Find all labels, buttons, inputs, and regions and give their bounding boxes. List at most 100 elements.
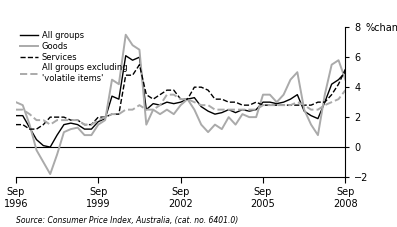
All groups	[48, 146, 52, 148]
Goods	[55, 153, 60, 156]
All groups	[199, 105, 204, 108]
Services	[137, 63, 142, 66]
Services	[295, 104, 300, 106]
All groups excluding
'volatile items'	[82, 123, 87, 126]
Goods	[13, 101, 18, 104]
Goods	[316, 134, 320, 136]
All groups	[185, 98, 190, 101]
Services	[116, 113, 121, 116]
Goods	[151, 108, 156, 111]
All groups	[75, 123, 80, 126]
Services	[185, 98, 190, 101]
All groups excluding
'volatile items'	[268, 104, 272, 106]
Services	[329, 93, 334, 96]
All groups excluding
'volatile items'	[302, 104, 306, 106]
All groups	[240, 108, 245, 111]
Services	[206, 89, 210, 91]
All groups excluding
'volatile items'	[130, 108, 135, 111]
All groups excluding
'volatile items'	[75, 119, 80, 121]
All groups excluding
'volatile items'	[41, 119, 46, 121]
Services	[178, 98, 183, 101]
Services	[34, 128, 39, 131]
All groups	[254, 108, 258, 111]
Services	[123, 74, 128, 76]
Goods	[75, 126, 80, 129]
Goods	[158, 113, 162, 116]
All groups excluding
'volatile items'	[158, 104, 162, 106]
All groups	[62, 123, 66, 126]
Goods	[89, 134, 94, 136]
Goods	[343, 78, 348, 81]
Services	[220, 98, 224, 101]
All groups	[343, 71, 348, 74]
All groups	[89, 128, 94, 131]
All groups excluding
'volatile items'	[151, 108, 156, 111]
Goods	[110, 78, 114, 81]
Services	[322, 101, 327, 104]
Services	[96, 116, 100, 118]
Services	[302, 104, 306, 106]
All groups	[288, 98, 293, 101]
All groups	[322, 101, 327, 104]
Goods	[103, 119, 108, 121]
Goods	[206, 131, 210, 133]
All groups	[123, 54, 128, 57]
Services	[158, 93, 162, 96]
All groups	[34, 138, 39, 141]
Services	[75, 119, 80, 121]
Line: All groups: All groups	[16, 56, 345, 147]
All groups excluding
'volatile items'	[295, 101, 300, 104]
Line: All groups excluding
'volatile items': All groups excluding 'volatile items'	[16, 90, 345, 125]
Goods	[48, 173, 52, 175]
All groups	[220, 111, 224, 114]
Services	[48, 116, 52, 118]
Goods	[336, 59, 341, 62]
All groups	[130, 59, 135, 62]
All groups	[137, 56, 142, 59]
All groups excluding
'volatile items'	[62, 119, 66, 121]
All groups excluding
'volatile items'	[212, 108, 217, 111]
All groups excluding
'volatile items'	[27, 113, 32, 116]
Services	[55, 116, 60, 118]
Goods	[20, 104, 25, 106]
Goods	[226, 116, 231, 118]
All groups	[27, 126, 32, 129]
All groups	[336, 78, 341, 81]
Goods	[82, 134, 87, 136]
All groups	[158, 104, 162, 106]
Services	[130, 74, 135, 76]
Goods	[41, 161, 46, 163]
All groups	[172, 102, 176, 105]
All groups excluding
'volatile items'	[89, 123, 94, 126]
All groups excluding
'volatile items'	[164, 93, 169, 96]
Services	[151, 98, 156, 101]
All groups excluding
'volatile items'	[96, 119, 100, 121]
Goods	[137, 48, 142, 51]
All groups excluding
'volatile items'	[322, 104, 327, 106]
All groups	[247, 110, 252, 113]
All groups excluding
'volatile items'	[288, 104, 293, 106]
Goods	[302, 108, 306, 111]
Goods	[144, 123, 149, 126]
All groups	[274, 102, 279, 105]
Services	[172, 89, 176, 91]
All groups excluding
'volatile items'	[144, 108, 149, 111]
All groups	[151, 102, 156, 105]
Goods	[268, 93, 272, 96]
Goods	[220, 128, 224, 131]
All groups	[206, 110, 210, 113]
Goods	[329, 63, 334, 66]
All groups	[260, 101, 265, 104]
All groups excluding
'volatile items'	[13, 108, 18, 111]
Goods	[295, 71, 300, 74]
Services	[226, 101, 231, 104]
All groups	[302, 110, 306, 113]
All groups excluding
'volatile items'	[343, 89, 348, 91]
Goods	[199, 123, 204, 126]
Services	[20, 123, 25, 126]
Y-axis label: %change: %change	[366, 23, 397, 33]
All groups	[309, 114, 314, 117]
All groups excluding
'volatile items'	[247, 108, 252, 111]
All groups	[281, 101, 286, 104]
All groups excluding
'volatile items'	[254, 108, 258, 111]
